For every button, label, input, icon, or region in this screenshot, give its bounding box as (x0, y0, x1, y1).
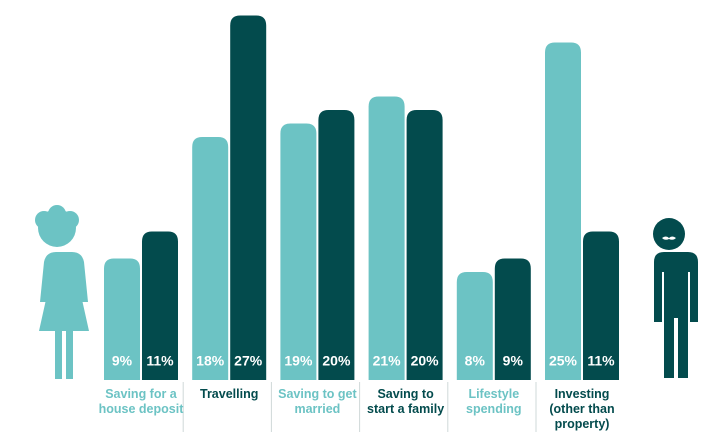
data-label: 9% (112, 353, 133, 369)
bar (230, 15, 267, 380)
category-label: Travelling (200, 387, 259, 401)
category-label: Saving to get married (278, 387, 357, 416)
bar (280, 123, 317, 380)
data-label: 9% (503, 353, 524, 369)
bar (406, 110, 443, 380)
category-label: Saving to start a family (367, 387, 445, 416)
category-label: Investing (other than property) (549, 387, 615, 431)
man-icon (650, 218, 698, 378)
data-label: 20% (322, 353, 351, 369)
category-label: Lifestyle spending (466, 387, 522, 416)
bar (318, 110, 355, 380)
data-label: 19% (284, 353, 313, 369)
data-label: 8% (465, 353, 486, 369)
bar (142, 231, 178, 380)
bar (368, 96, 405, 380)
bar (192, 137, 229, 380)
bar (456, 272, 493, 380)
data-label: 25% (549, 353, 578, 369)
data-label: 11% (587, 353, 615, 369)
data-label: 27% (234, 353, 263, 369)
bar (104, 258, 140, 380)
bar (494, 258, 531, 380)
data-label: 21% (373, 353, 402, 369)
bar (583, 231, 619, 380)
data-label: 11% (146, 353, 174, 369)
data-label: 20% (411, 353, 440, 369)
category-label: Saving for a house deposit (98, 387, 184, 416)
bar (545, 42, 581, 380)
data-label: 18% (196, 353, 225, 369)
woman-icon (35, 205, 89, 379)
